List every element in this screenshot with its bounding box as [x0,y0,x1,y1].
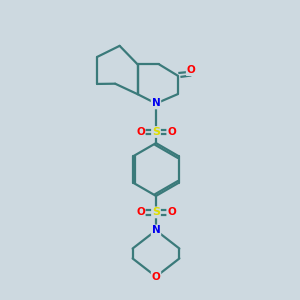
Text: O: O [136,207,145,218]
Text: O: O [152,272,160,282]
Text: O: O [167,207,176,218]
Text: O: O [187,65,196,75]
Text: N: N [152,225,160,236]
Text: N: N [152,98,160,109]
Text: O: O [136,127,145,137]
Text: S: S [152,207,160,218]
Text: O: O [167,127,176,137]
Text: S: S [152,127,160,137]
